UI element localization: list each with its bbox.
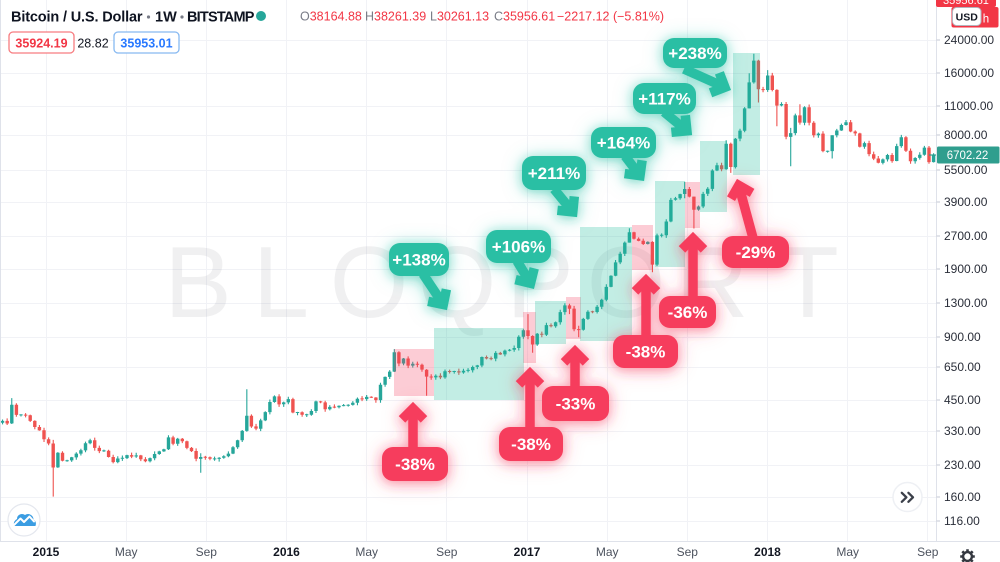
svg-text:650.00: 650.00 (944, 360, 981, 374)
svg-text:+138%: +138% (392, 250, 445, 269)
svg-text:+238%: +238% (668, 44, 721, 63)
svg-text:900.00: 900.00 (944, 330, 981, 344)
svg-text:Sep: Sep (436, 545, 458, 559)
svg-text:116.00: 116.00 (944, 514, 980, 528)
svg-text:B: B (164, 227, 231, 339)
svg-text:28.82: 28.82 (77, 37, 108, 51)
svg-text:2015: 2015 (33, 545, 60, 559)
svg-text:BITSTAMP: BITSTAMP (187, 10, 255, 26)
svg-text:11000.00: 11000.00 (944, 99, 993, 113)
svg-text:Sep: Sep (196, 545, 218, 559)
svg-text:May: May (355, 545, 378, 559)
svg-text:-38%: -38% (395, 455, 435, 474)
svg-text:1900.00: 1900.00 (944, 262, 988, 276)
svg-text:16000.00: 16000.00 (944, 66, 994, 80)
svg-text:5500.00: 5500.00 (944, 163, 988, 177)
svg-text:1300.00: 1300.00 (944, 296, 988, 310)
svg-text:35953.01: 35953.01 (120, 37, 172, 51)
svg-text:2700.00: 2700.00 (944, 229, 988, 243)
svg-text:+211%: +211% (528, 164, 580, 183)
svg-text:35956.61: 35956.61 (943, 0, 989, 7)
svg-text:450.00: 450.00 (944, 393, 981, 407)
svg-text:8000.00: 8000.00 (944, 128, 988, 142)
svg-text:24000.00: 24000.00 (944, 33, 994, 47)
svg-text:-38%: -38% (511, 435, 551, 454)
svg-text:330.00: 330.00 (944, 424, 981, 438)
svg-text:Sep: Sep (917, 545, 939, 559)
svg-text:L30261.13: L30261.13 (430, 10, 489, 24)
svg-text:35924.19: 35924.19 (15, 37, 67, 51)
svg-text:2017: 2017 (514, 545, 541, 559)
svg-text:230.00: 230.00 (944, 458, 981, 472)
svg-text:Sep: Sep (677, 545, 699, 559)
svg-text:+106%: +106% (492, 237, 545, 256)
svg-text:+117%: +117% (638, 89, 690, 108)
svg-text:h: h (983, 14, 989, 26)
svg-text:6702.22: 6702.22 (947, 150, 989, 162)
svg-text:C35956.61: C35956.61 (494, 10, 555, 24)
svg-text:-38%: -38% (626, 342, 666, 361)
svg-text:1W: 1W (155, 10, 177, 26)
svg-text:O38164.88: O38164.88 (300, 10, 362, 24)
svg-text:May: May (836, 545, 859, 559)
svg-text:160.00: 160.00 (944, 490, 981, 504)
svg-text:2018: 2018 (754, 545, 781, 559)
svg-text:Bitcoin / U.S. Dollar: Bitcoin / U.S. Dollar (11, 10, 143, 26)
svg-text:2016: 2016 (273, 545, 300, 559)
svg-text:-36%: -36% (668, 303, 708, 322)
svg-text:USD: USD (956, 12, 979, 24)
svg-text:May: May (115, 545, 138, 559)
svg-text:May: May (596, 545, 619, 559)
svg-text:-33%: -33% (556, 394, 596, 413)
svg-text:3900.00: 3900.00 (944, 195, 988, 209)
svg-text:−2217.12 (−5.81%): −2217.12 (−5.81%) (557, 10, 664, 24)
svg-text:H38261.39: H38261.39 (365, 10, 426, 24)
svg-text:+164%: +164% (597, 133, 650, 152)
svg-text:-29%: -29% (736, 243, 776, 262)
svg-text:L: L (253, 227, 309, 339)
